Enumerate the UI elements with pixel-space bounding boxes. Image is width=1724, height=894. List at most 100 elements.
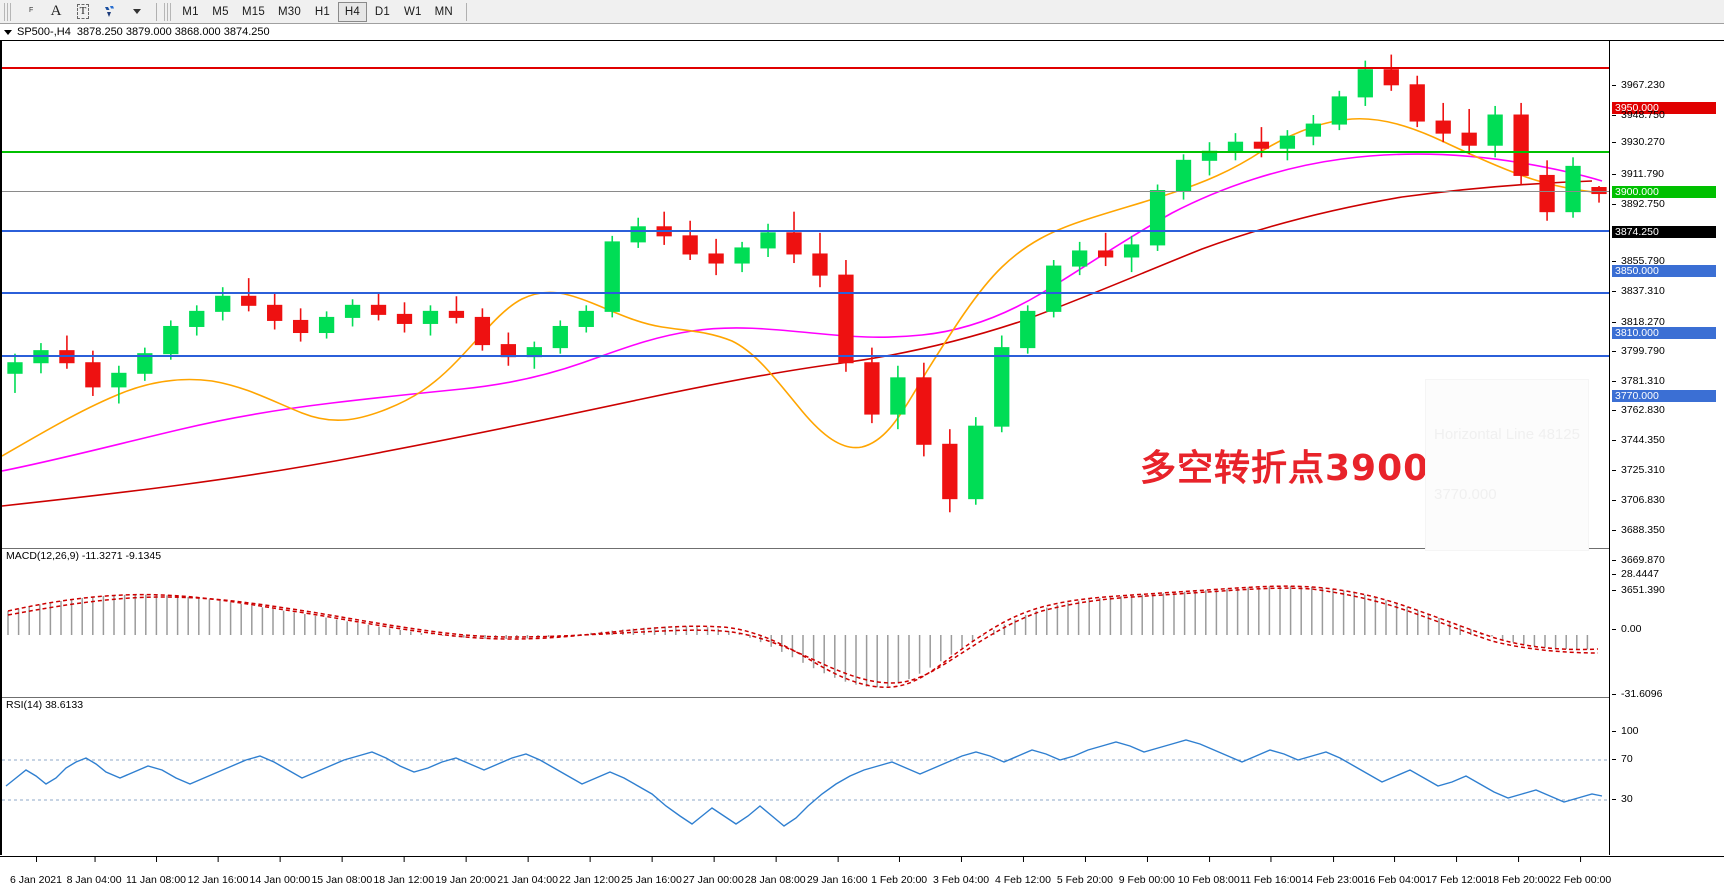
hline-3900[interactable] [2,151,1609,153]
tooltip-line-1: Horizontal Line 48125 [1434,425,1580,443]
price-label-3900-000[interactable]: 3900.000 [1612,186,1716,198]
macd-tick-000: 0.00 [1611,623,1724,635]
timeframe-button-mn[interactable]: MN [434,5,453,18]
price-tick-3651-390: 3651.390 [1611,584,1724,596]
time-label-20: 11 Feb 16:00 [1240,857,1302,886]
candle-body [994,347,1010,427]
candle-body [1020,310,1036,349]
time-label-18: 9 Feb 00:00 [1118,857,1175,886]
time-label-4: 14 Jan 00:00 [249,857,311,886]
candle-body [734,247,750,264]
macd-signal-line [7,587,1599,684]
price-label-3770-000[interactable]: 3770.000 [1612,390,1716,402]
candle-body [111,372,127,388]
candle-body [1175,159,1192,192]
candle-body [1383,69,1399,86]
candle-body [215,295,231,312]
object-tooltip: Horizontal Line 48125 3770.000 [1425,379,1589,551]
candle-body [578,310,594,327]
ma-fast-line [2,117,1603,457]
timeframe-button-w1[interactable]: W1 [403,5,422,18]
timeframe-grip[interactable] [164,2,172,21]
time-label-5: 15 Jan 08:00 [311,857,373,886]
candle-body [942,443,958,500]
candle-body [1046,265,1062,312]
candle-body [1435,120,1451,134]
toolbar-grip[interactable] [4,2,12,21]
candle-body [1123,244,1140,258]
symbol-ohlc-bar: SP500-,H4 3878.250 3879.000 3868.000 387… [0,25,1724,39]
text-A-icon[interactable]: A [50,3,62,19]
price-label-3874-250[interactable]: 3874.250 [1612,226,1716,238]
rsi-tick-70: 70 [1611,753,1724,765]
timeframe-button-h4[interactable]: H4 [337,1,367,22]
candle-body [163,325,179,355]
crosshair-grid-icon[interactable]: F [29,6,34,14]
chart-plot-area[interactable]: MACD(12,26,9) -11.3271 -9.1345 RSI(14) 3… [0,41,1610,855]
time-label-19: 10 Feb 08:00 [1177,857,1240,886]
candle-body [1097,250,1114,258]
timeframe-button-m1[interactable]: M1 [182,5,199,18]
chart-toolbar: F A T M1 M5 M15 M30 H1 H4 D1 W1 MN [0,0,1724,24]
candle-body [1149,190,1166,246]
rsi-tick-100: 100 [1611,725,1724,737]
tooltip-line-2: 3770.000 [1434,486,1497,504]
timeframe-button-m30[interactable]: M30 [277,5,301,18]
price-tick-3725-310: 3725.310 [1611,464,1724,476]
price-axis[interactable]: 3967.230 3950.000 3948.750 3930.270 3911.790… [1611,41,1724,855]
candle-body [137,353,153,374]
time-label-10: 25 Jan 16:00 [621,857,682,886]
price-tick-3930-270: 3930.270 [1611,136,1724,148]
candle-body [864,362,880,415]
time-label-0: 6 Jan 2021 [10,857,62,886]
collapse-triangle-icon[interactable] [4,29,12,35]
objects-icon[interactable] [97,1,123,22]
time-label-9: 22 Jan 12:00 [559,857,620,886]
candle-body [292,319,309,334]
timeframe-button-d1[interactable]: D1 [374,5,391,18]
price-tick-3781-310: 3781.310 [1611,375,1724,387]
macd-pane-label: MACD(12,26,9) -11.3271 -9.1345 [6,550,162,562]
rsi-pane[interactable]: RSI(14) 38.6133 [2,697,1609,855]
ma-slow-line [2,180,1593,507]
candle-body [85,362,101,388]
time-label-16: 4 Feb 12:00 [994,857,1051,886]
timeframe-button-m15[interactable]: M15 [242,5,265,18]
candle-body [189,310,205,327]
objects-dropdown-icon[interactable] [124,1,150,22]
timeframe-button-m5[interactable]: M5 [212,5,229,18]
hline-3810[interactable] [2,292,1609,294]
rsi-svg [2,739,1609,827]
candle-body [682,235,698,255]
hline-3850[interactable] [2,230,1609,232]
candle-body [1357,69,1373,98]
time-label-1: 8 Jan 04:00 [66,857,122,886]
candle-body [1305,123,1322,137]
hline-3770[interactable] [2,355,1609,357]
candle-body [1331,96,1347,125]
text-label-icon[interactable]: T [70,1,96,22]
time-axis[interactable]: 6 Jan 2021 8 Jan 04:00 11 Jan 08:00 12 Jan … [0,856,1724,894]
hline-3950[interactable] [2,67,1609,69]
timeframe-button-h1[interactable]: H1 [314,5,331,18]
candle-body [1513,114,1529,176]
time-label-6: 18 Jan 12:00 [373,857,435,886]
candle-body [370,304,387,315]
candle-body [1591,187,1607,195]
candle-body [1072,250,1088,267]
price-label-3850-000[interactable]: 3850.000 [1612,265,1716,277]
candlestick-svg [2,54,1607,513]
price-label-3810-000[interactable]: 3810.000 [1612,327,1716,339]
candle-body [1279,135,1296,149]
time-label-13: 29 Jan 16:00 [806,857,868,886]
price-tick-3744-350: 3744.350 [1611,434,1724,446]
candle-body [916,377,932,445]
price-label-3950-000[interactable]: 3950.000 [1612,102,1716,114]
chart-frame: MACD(12,26,9) -11.3271 -9.1345 RSI(14) 3… [0,40,1724,894]
time-label-3: 12 Jan 16:00 [187,857,249,886]
candle-body [1539,174,1555,213]
macd-pane[interactable]: MACD(12,26,9) -11.3271 -9.1345 [2,548,1609,696]
candle-body [318,316,335,334]
chart-annotation-text[interactable]: 多空转折点3900 [1140,448,1430,489]
main-price-pane[interactable] [2,41,1609,547]
